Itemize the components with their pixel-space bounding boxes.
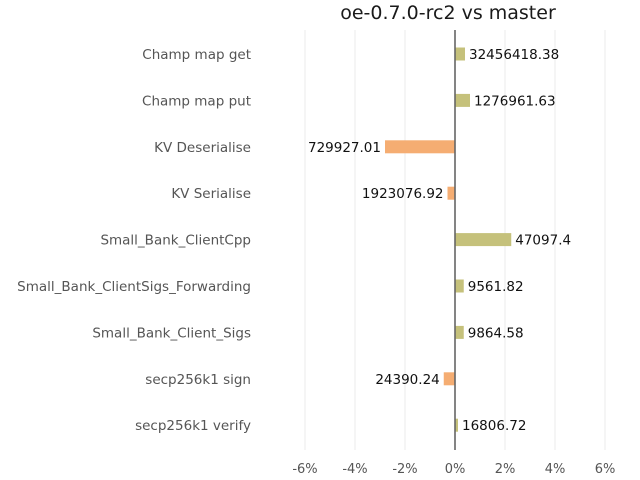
category-label: KV Deserialise	[154, 140, 251, 156]
x-axis-ticks: -6% -4% -2% 0% 2% 4% 6%	[292, 462, 615, 477]
data-label: 9864.58	[468, 325, 524, 341]
data-label: 24390.24	[375, 372, 439, 388]
x-tick-label: 2%	[495, 462, 516, 477]
bars-group	[385, 47, 512, 432]
bar	[455, 47, 465, 61]
x-tick-label: 0%	[445, 462, 466, 477]
grid-lines	[304, 30, 606, 450]
category-label: secp256k1 verify	[135, 418, 251, 434]
category-labels: Champ map get Champ map put KV Deserialise…	[17, 47, 251, 434]
category-label: Champ map put	[142, 93, 251, 109]
bar	[455, 233, 512, 247]
data-label: 1276961.63	[474, 93, 556, 109]
bar	[455, 93, 470, 107]
data-label: 1923076.92	[362, 186, 444, 202]
category-label: KV Serialise	[171, 186, 251, 202]
bar	[455, 279, 464, 293]
data-label: 32456418.38	[469, 47, 559, 63]
category-label: secp256k1 sign	[145, 372, 251, 388]
bar	[455, 325, 464, 339]
bar	[443, 372, 455, 386]
x-tick-label: -2%	[392, 462, 417, 477]
x-tick-label: 6%	[595, 462, 616, 477]
category-label: Small_Bank_ClientSigs_Forwarding	[17, 279, 251, 295]
category-label: Small_Bank_Client_Sigs	[92, 325, 251, 341]
category-label: Champ map get	[142, 47, 251, 63]
bar	[447, 186, 455, 200]
x-tick-label: 4%	[545, 462, 566, 477]
data-label: 729927.01	[308, 140, 381, 156]
bar	[385, 140, 455, 154]
value-labels: 32456418.38 1276961.63 729927.01 1923076.92…	[308, 47, 571, 434]
x-tick-label: -4%	[342, 462, 367, 477]
data-label: 47097.4	[515, 233, 571, 249]
data-label: 9561.82	[468, 279, 524, 295]
chart-title: oe-0.7.0-rc2 vs master	[340, 2, 556, 24]
data-label: 16806.72	[462, 418, 526, 434]
category-label: Small_Bank_ClientCpp	[100, 233, 251, 249]
x-tick-label: -6%	[292, 462, 317, 477]
bar	[455, 418, 458, 432]
